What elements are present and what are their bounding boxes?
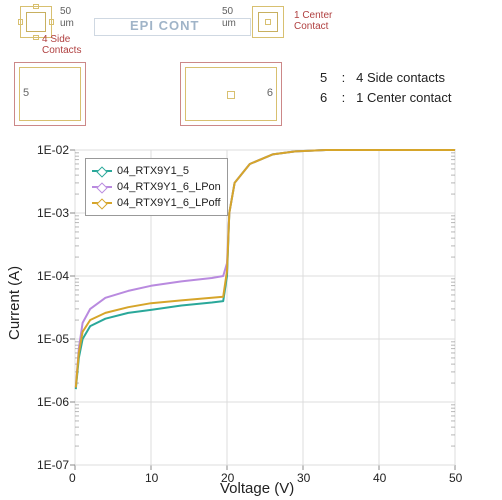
y-tick: 1E-06 [19, 395, 69, 409]
y-tick: 1E-07 [19, 458, 69, 472]
legend-row: 04_RTX9Y1_6_LPon [92, 179, 221, 195]
y-tick: 1E-05 [19, 332, 69, 346]
x-tick: 0 [69, 471, 76, 485]
legend-row: 04_RTX9Y1_5 [92, 163, 221, 179]
legend-label: 04_RTX9Y1_6_LPoff [117, 197, 221, 209]
x-tick: 40 [373, 471, 386, 485]
y-tick: 1E-03 [19, 206, 69, 220]
chart-legend: 04_RTX9Y1_5 04_RTX9Y1_6_LPon 04_RTX9Y1_6_L… [85, 158, 228, 216]
legend-label: 04_RTX9Y1_6_LPon [117, 181, 221, 193]
y-tick: 1E-02 [19, 143, 69, 157]
x-tick: 20 [221, 471, 234, 485]
x-tick: 30 [297, 471, 310, 485]
legend-label: 04_RTX9Y1_5 [117, 165, 189, 177]
iv-chart [0, 0, 502, 500]
legend-row: 04_RTX9Y1_6_LPoff [92, 195, 221, 211]
x-tick: 10 [145, 471, 158, 485]
x-tick: 50 [449, 471, 462, 485]
y-tick: 1E-04 [19, 269, 69, 283]
